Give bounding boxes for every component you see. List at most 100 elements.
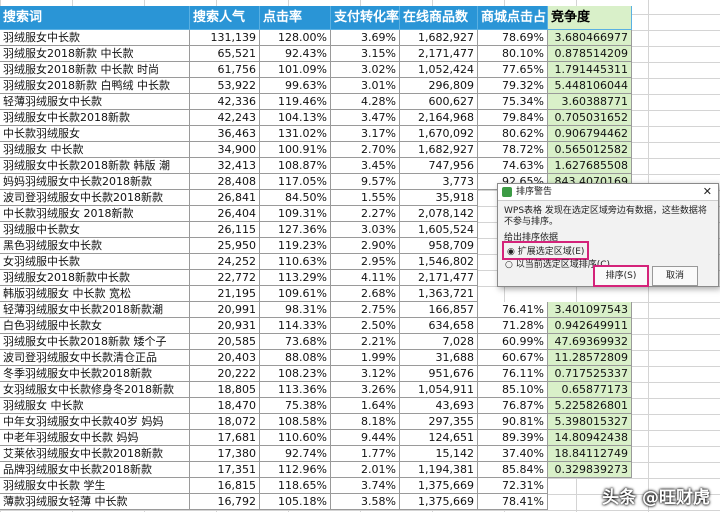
table-cell[interactable]: 99.63% xyxy=(260,78,331,94)
table-cell[interactable]: 1,052,424 xyxy=(400,62,478,78)
table-cell[interactable]: 3.03% xyxy=(331,222,400,238)
table-cell[interactable]: 2.50% xyxy=(331,318,400,334)
table-cell[interactable]: 0.906794462 xyxy=(548,126,632,142)
table-cell[interactable]: 747,956 xyxy=(400,158,478,174)
column-header[interactable]: 竞争度 xyxy=(548,6,632,30)
table-cell[interactable]: 1,363,721 xyxy=(400,286,478,302)
table-cell[interactable]: 110.63% xyxy=(260,254,331,270)
table-cell[interactable]: 113.36% xyxy=(260,382,331,398)
table-cell[interactable]: 47.69369932 xyxy=(548,334,632,350)
table-cell[interactable]: 3.15% xyxy=(331,46,400,62)
table-cell[interactable]: 22,772 xyxy=(190,270,260,286)
table-cell[interactable]: 43,693 xyxy=(400,398,478,414)
table-cell[interactable]: 0.65877173 xyxy=(548,382,632,398)
table-cell[interactable]: 18,072 xyxy=(190,414,260,430)
close-icon[interactable]: ✕ xyxy=(702,185,712,198)
table-cell[interactable]: 2.68% xyxy=(331,286,400,302)
table-cell[interactable]: 1,375,669 xyxy=(400,494,478,510)
table-cell[interactable]: 20,222 xyxy=(190,366,260,382)
table-cell[interactable]: 1,054,911 xyxy=(400,382,478,398)
table-cell[interactable]: 42,243 xyxy=(190,110,260,126)
table-cell[interactable]: 77.65% xyxy=(478,62,548,78)
table-cell[interactable]: 3.74% xyxy=(331,478,400,494)
table-cell[interactable]: 72.31% xyxy=(478,478,548,494)
table-cell[interactable]: 109.31% xyxy=(260,206,331,222)
table-cell[interactable]: 112.96% xyxy=(260,462,331,478)
table-cell[interactable]: 78.69% xyxy=(478,30,548,46)
cancel-button[interactable]: 取消 xyxy=(652,266,698,286)
table-cell[interactable]: 85.10% xyxy=(478,382,548,398)
table-cell[interactable]: 2.95% xyxy=(331,254,400,270)
table-cell[interactable]: 119.46% xyxy=(260,94,331,110)
table-cell[interactable]: 0.942649911 xyxy=(548,318,632,334)
table-cell[interactable]: 131.02% xyxy=(260,126,331,142)
table-cell[interactable]: 20,991 xyxy=(190,302,260,318)
table-cell[interactable]: 114.33% xyxy=(260,318,331,334)
table-cell[interactable]: 76.11% xyxy=(478,366,548,382)
table-cell[interactable]: 20,403 xyxy=(190,350,260,366)
table-cell[interactable]: 羽绒服女 中长款 xyxy=(0,398,190,414)
table-cell[interactable]: 166,857 xyxy=(400,302,478,318)
table-cell[interactable]: 53,922 xyxy=(190,78,260,94)
table-cell[interactable]: 羽绒服女中长款2018新款 矮个子 xyxy=(0,334,190,350)
table-cell[interactable]: 101.09% xyxy=(260,62,331,78)
table-cell[interactable]: 4.11% xyxy=(331,270,400,286)
table-cell[interactable]: 15,142 xyxy=(400,446,478,462)
table-cell[interactable]: 73.68% xyxy=(260,334,331,350)
table-cell[interactable]: 61,756 xyxy=(190,62,260,78)
table-cell[interactable]: 297,355 xyxy=(400,414,478,430)
table-cell[interactable]: 羽绒服女2018新款 中长款 xyxy=(0,46,190,62)
radio-option[interactable]: ○ 以当前选定区域排序(C) xyxy=(505,260,611,270)
table-cell[interactable]: 2.75% xyxy=(331,302,400,318)
table-cell[interactable]: 20,585 xyxy=(190,334,260,350)
table-cell[interactable]: 2,164,968 xyxy=(400,110,478,126)
table-cell[interactable]: 波司登羽绒服女中长款清仓正品 xyxy=(0,350,190,366)
table-cell[interactable]: 100.91% xyxy=(260,142,331,158)
table-cell[interactable]: 958,709 xyxy=(400,238,478,254)
table-cell[interactable]: 109.61% xyxy=(260,286,331,302)
table-cell[interactable]: 3.12% xyxy=(331,366,400,382)
table-cell[interactable]: 9.44% xyxy=(331,430,400,446)
table-cell[interactable]: 118.65% xyxy=(260,478,331,494)
table-cell[interactable]: 0.878514209 xyxy=(548,46,632,62)
table-cell[interactable]: 78.72% xyxy=(478,142,548,158)
table-cell[interactable]: 79.32% xyxy=(478,78,548,94)
table-cell[interactable]: 5.448106044 xyxy=(548,78,632,94)
column-header[interactable]: 点击率 xyxy=(260,6,331,30)
table-cell[interactable]: 296,809 xyxy=(400,78,478,94)
table-cell[interactable]: 105.18% xyxy=(260,494,331,510)
table-cell[interactable]: 羽绒服女2018新款 白鸭绒 中长款 xyxy=(0,78,190,94)
table-cell[interactable]: 17,351 xyxy=(190,462,260,478)
table-cell[interactable]: 3.26% xyxy=(331,382,400,398)
table-cell[interactable]: 3,773 xyxy=(400,174,478,190)
table-cell[interactable]: 84.50% xyxy=(260,190,331,206)
table-cell[interactable]: 2,078,142 xyxy=(400,206,478,222)
table-cell[interactable]: 3.01% xyxy=(331,78,400,94)
table-cell[interactable]: 14.80942438 xyxy=(548,430,632,446)
column-header[interactable]: 搜索词 xyxy=(0,6,190,30)
table-cell[interactable]: 女羽绒服女中长款修身冬2018新款 xyxy=(0,382,190,398)
table-cell[interactable]: 品牌羽绒服女中长款2018新款 xyxy=(0,462,190,478)
table-cell[interactable]: 1,605,524 xyxy=(400,222,478,238)
table-cell[interactable]: 羽绒服女中长款2018新款 韩版 潮 xyxy=(0,158,190,174)
table-cell[interactable]: 2,171,477 xyxy=(400,270,478,286)
table-cell[interactable]: 60.99% xyxy=(478,334,548,350)
table-cell[interactable]: 羽绒服女中长款2018新款 xyxy=(0,110,190,126)
table-cell[interactable]: 冬季羽绒服女中长款2018新款 xyxy=(0,366,190,382)
table-cell[interactable]: 20,931 xyxy=(190,318,260,334)
table-cell[interactable]: 42,336 xyxy=(190,94,260,110)
sort-button[interactable]: 排序(S) xyxy=(593,265,649,287)
table-cell[interactable]: 中年女羽绒服女中长款40岁 妈妈 xyxy=(0,414,190,430)
table-cell[interactable]: 3.45% xyxy=(331,158,400,174)
table-cell[interactable]: 3.17% xyxy=(331,126,400,142)
table-cell[interactable]: 3.02% xyxy=(331,62,400,78)
table-cell[interactable]: 1.791445311 xyxy=(548,62,632,78)
column-header[interactable]: 搜索人气 xyxy=(190,6,260,30)
table-cell[interactable]: 3.401097543 xyxy=(548,302,632,318)
table-cell[interactable]: 71.28% xyxy=(478,318,548,334)
table-cell[interactable]: 轻薄羽绒服女中长款 xyxy=(0,94,190,110)
table-cell[interactable]: 128.00% xyxy=(260,30,331,46)
table-cell[interactable]: 35,918 xyxy=(400,190,478,206)
table-cell[interactable]: 2.21% xyxy=(331,334,400,350)
table-cell[interactable]: 2.01% xyxy=(331,462,400,478)
